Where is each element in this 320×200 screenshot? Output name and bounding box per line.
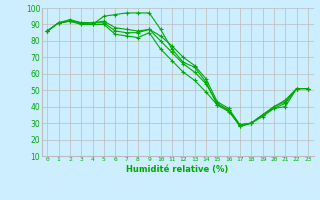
- X-axis label: Humidité relative (%): Humidité relative (%): [126, 165, 229, 174]
